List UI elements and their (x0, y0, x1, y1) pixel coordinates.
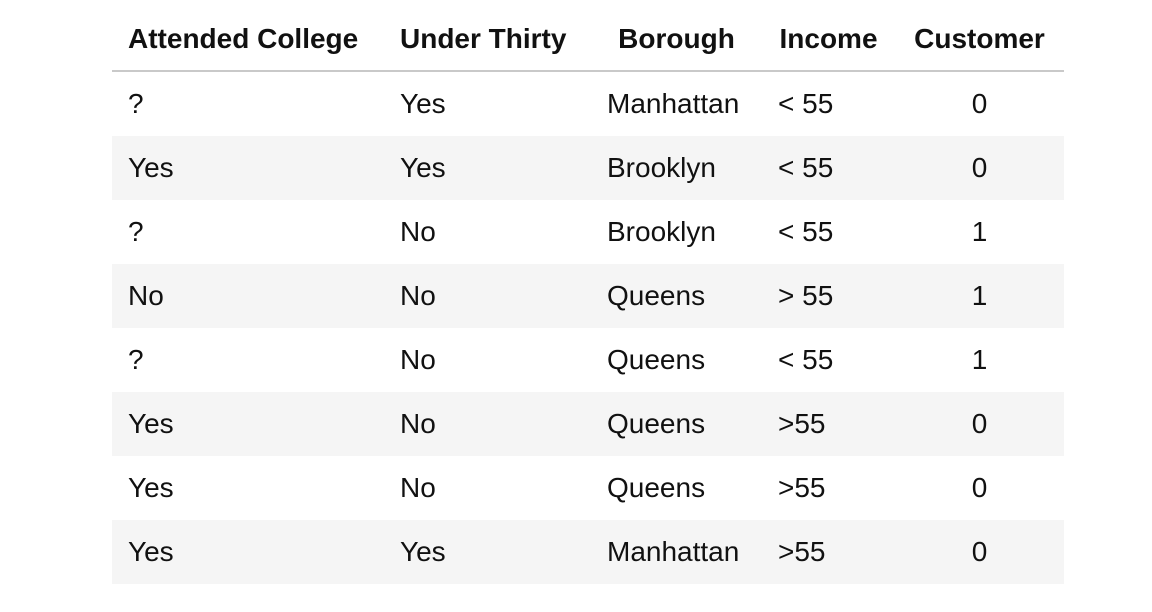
cell-under-thirty: Yes (400, 88, 446, 119)
header-attended-college: Attended College (112, 8, 384, 72)
table-row: Yes No Queens >55 0 (112, 456, 1064, 520)
cell-attended-college: ? (128, 216, 144, 247)
header-under-thirty: Under Thirty (384, 8, 591, 72)
table-row: Yes Yes Manhattan >55 0 (112, 520, 1064, 584)
cell-attended-college: No (112, 264, 384, 328)
cell-under-thirty: No (400, 216, 436, 247)
cell-under-thirty: No (400, 344, 436, 375)
cell-income: < 55 (778, 344, 834, 375)
cell-customer: 0 (971, 88, 988, 119)
cell-under-thirty: No (384, 392, 591, 456)
cell-income: >55 (762, 392, 895, 456)
table-row: ? No Queens < 55 1 (112, 328, 1064, 392)
cell-attended-college: Yes (112, 392, 384, 456)
cell-borough: Queens (591, 264, 762, 328)
cell-borough: Queens (607, 472, 706, 503)
table-body: ? Yes Manhattan < 55 0 Yes Yes Brooklyn < 55 0? No… (112, 71, 1064, 584)
cell-attended-college: Yes (112, 136, 384, 200)
data-table: Attended College Under Thirty Borough In… (112, 8, 1064, 584)
table-row: No No Queens > 55 1 (112, 264, 1064, 328)
cell-under-thirty: Yes (384, 136, 591, 200)
cell-customer: 1 (971, 344, 988, 375)
table-row: Yes Yes Brooklyn < 55 0 (112, 136, 1064, 200)
cell-customer: 0 (895, 520, 1064, 584)
cell-borough: Brooklyn (591, 136, 762, 200)
cell-income: >55 (762, 520, 895, 584)
table-header: Attended College Under Thirty Borough In… (112, 8, 1064, 72)
cell-borough: Queens (607, 344, 706, 375)
cell-borough: Manhattan (607, 88, 740, 119)
table-row: ? Yes Manhattan < 55 0 (112, 71, 1064, 136)
cell-under-thirty: No (400, 472, 436, 503)
cell-customer: 1 (895, 264, 1064, 328)
cell-attended-college: ? (128, 344, 144, 375)
cell-borough: Queens (591, 392, 762, 456)
cell-income: < 55 (762, 136, 895, 200)
cell-income: < 55 (778, 216, 834, 247)
table-row: ? No Brooklyn < 55 1 (112, 200, 1064, 264)
cell-customer: 0 (895, 392, 1064, 456)
cell-income: > 55 (762, 264, 895, 328)
cell-customer: 0 (971, 472, 988, 503)
header-income: Income (762, 8, 895, 72)
table-row: Yes No Queens >55 0 (112, 392, 1064, 456)
cell-attended-college: ? (128, 88, 144, 119)
cell-under-thirty: Yes (384, 520, 591, 584)
header-customer: Customer (895, 8, 1064, 72)
cell-attended-college: Yes (112, 520, 384, 584)
header-row: Attended College Under Thirty Borough In… (112, 8, 1064, 72)
cell-under-thirty: No (384, 264, 591, 328)
cell-attended-college: Yes (128, 472, 174, 503)
cell-borough: Manhattan (591, 520, 762, 584)
cell-income: >55 (778, 472, 826, 503)
cell-income: < 55 (778, 88, 834, 119)
cell-customer: 1 (971, 216, 988, 247)
cell-borough: Brooklyn (607, 216, 716, 247)
cell-customer: 0 (895, 136, 1064, 200)
data-table-container: Attended College Under Thirty Borough In… (112, 8, 1064, 584)
header-borough: Borough (591, 8, 762, 72)
